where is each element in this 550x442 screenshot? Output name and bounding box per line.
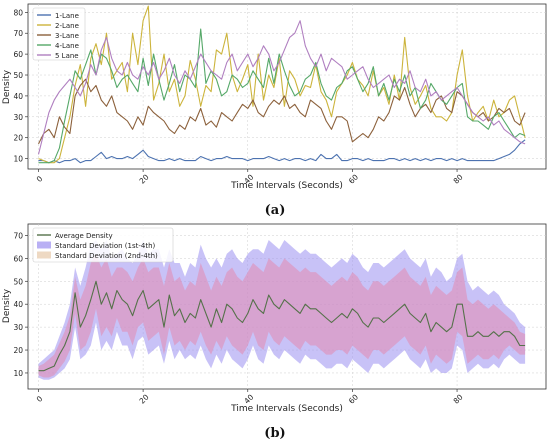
y-tick-label: 40: [13, 300, 23, 309]
x-tick-label: 20: [138, 172, 151, 185]
x-tick-label: 80: [452, 392, 465, 405]
y-tick-label: 40: [13, 92, 23, 101]
y-tick-label: 60: [13, 50, 23, 59]
legend-label: 5 Lane: [55, 52, 79, 60]
legend-label: Average Density: [55, 232, 113, 240]
legend-label: 4-Lane: [55, 42, 79, 50]
y-tick-label: 80: [13, 8, 23, 17]
legend-box: [32, 227, 174, 263]
y-tick-label: 70: [13, 29, 23, 38]
y-tick-label: 10: [13, 155, 23, 164]
caption-b: (b): [264, 426, 285, 441]
y-tick-label: 70: [13, 231, 23, 240]
legend-label: 1-Lane: [55, 12, 79, 20]
series-line: [38, 28, 526, 164]
y-tick-label: 30: [13, 113, 23, 122]
grid-b: [28, 224, 546, 389]
y-tick-label: 60: [13, 254, 23, 263]
y-axis-label-b: Density: [2, 288, 12, 323]
legend-label: Standard Deviation (2nd-4th): [55, 252, 158, 260]
y-tick-label: 50: [13, 71, 23, 80]
std-band: [38, 253, 526, 378]
legend-box: [32, 7, 86, 61]
legend-a: 1-Lane 2-Lane 3-Lane 4-Lane 5 Lane: [32, 7, 86, 61]
legend-swatch: [37, 241, 51, 249]
y-tick-label: 20: [13, 346, 23, 355]
x-tick-label: 60: [347, 392, 360, 405]
x-tick-label: 20: [138, 392, 151, 405]
legend-swatch: [37, 251, 51, 259]
x-tick-label: 0: [35, 394, 45, 404]
legend-label: 3-Lane: [55, 32, 79, 40]
x-tick-label: 80: [452, 172, 465, 185]
series-line: [38, 139, 526, 164]
series-line: [38, 280, 526, 372]
series-line: [37, 20, 526, 155]
series-line: [38, 5, 526, 164]
x-axis-label-a: Time Intervals (Seconds): [230, 181, 343, 191]
y-tick-label: 30: [13, 323, 23, 332]
y-tick-label: 10: [13, 369, 23, 378]
legend-b: Average Density Standard Deviation (1st-4…: [32, 227, 174, 263]
legend-label: Standard Deviation (1st-4th): [55, 242, 156, 250]
legend-label: 2-Lane: [55, 22, 79, 30]
caption-a: (a): [265, 203, 286, 218]
y-tick-label: 20: [13, 134, 23, 143]
x-axis-label-b: Time Intervals (Seconds): [230, 404, 343, 414]
series-group-a: [37, 5, 526, 164]
x-tick-label: 60: [347, 172, 360, 185]
y-tick-label: 50: [13, 277, 23, 286]
y-axis-label-a: Density: [2, 69, 12, 104]
series-group-b: [38, 240, 526, 380]
x-tick-label: 0: [35, 174, 45, 184]
